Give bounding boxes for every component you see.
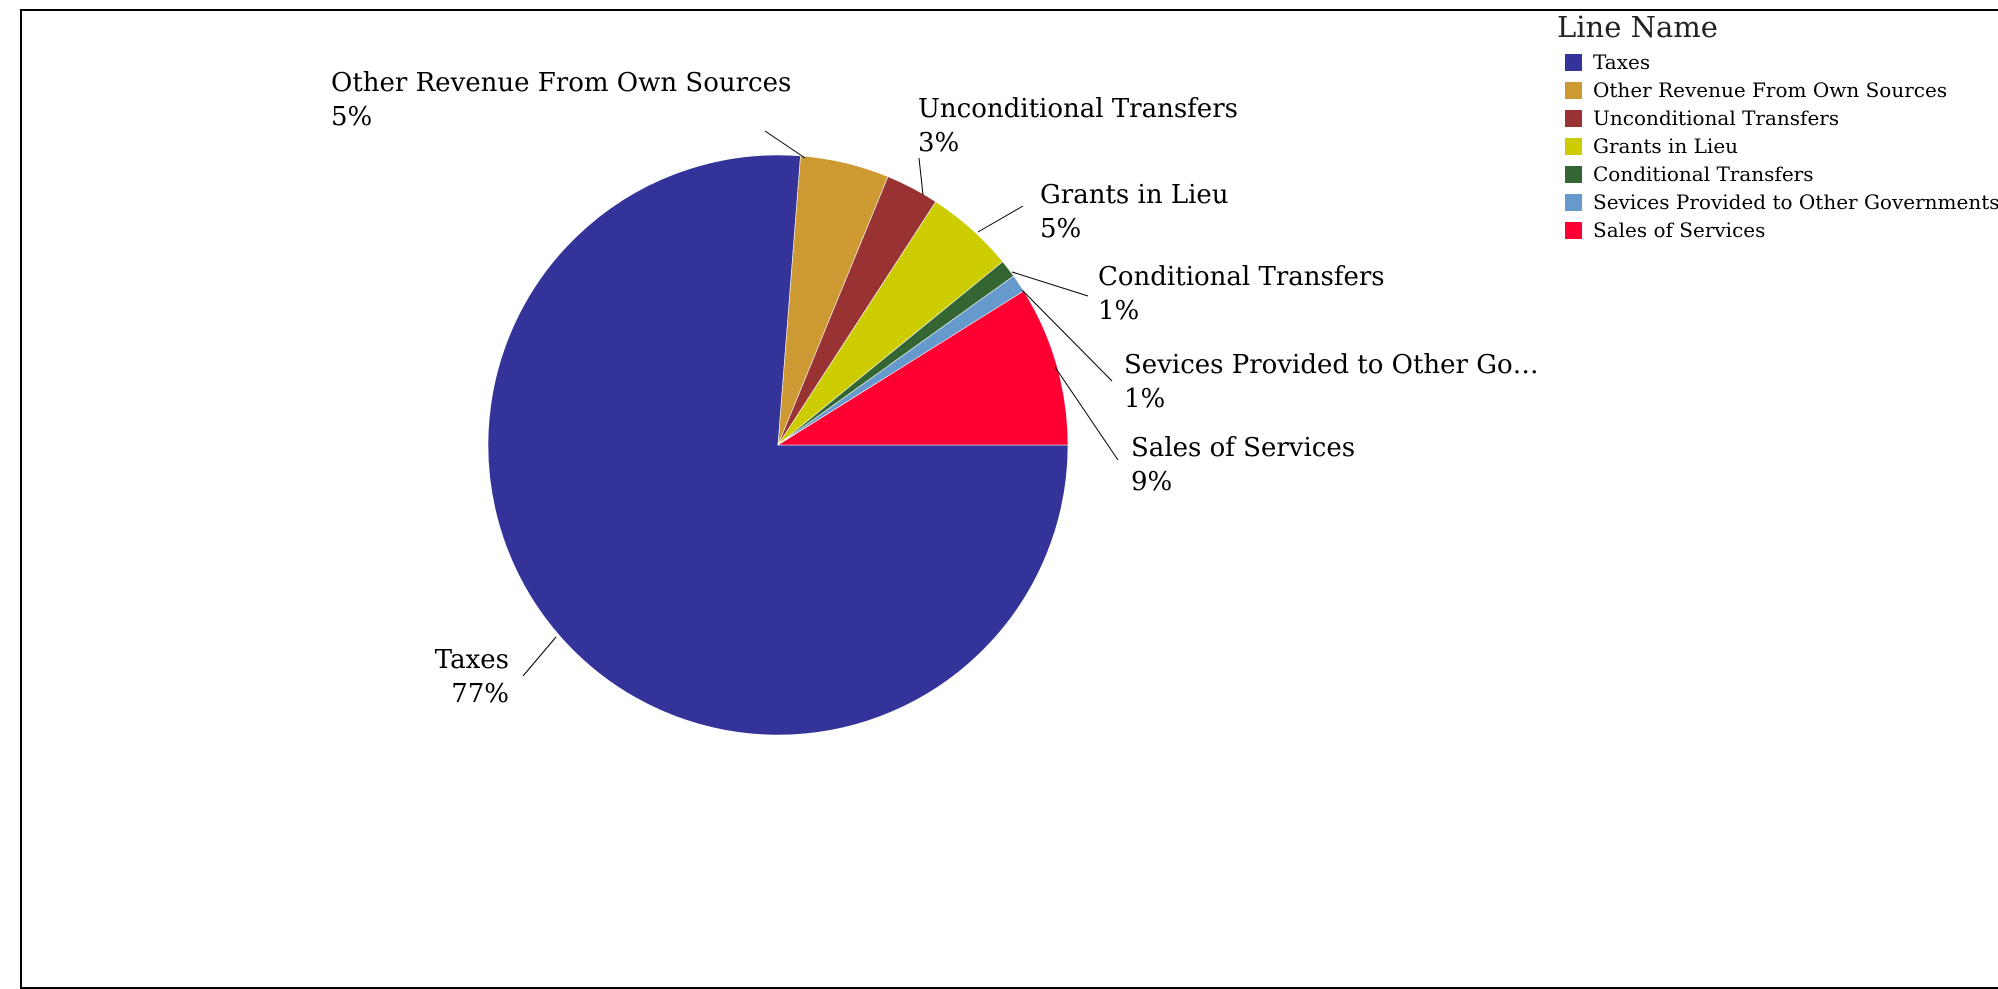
- slice-percent-label: 9%: [1131, 467, 1172, 497]
- slice-label: Grants in Lieu: [1040, 180, 1229, 210]
- slice-percent-label: 1%: [1098, 296, 1139, 326]
- legend-label: Sevices Provided to Other Governments: [1593, 190, 1998, 214]
- legend-swatch: [1565, 109, 1582, 127]
- legend-item[interactable]: Conditional Transfers: [1557, 160, 1998, 188]
- leader-line: [918, 157, 924, 196]
- legend-label: Other Revenue From Own Sources: [1593, 78, 1948, 102]
- leader-line: [1011, 271, 1089, 297]
- leader-line: [764, 130, 806, 159]
- legend-swatch: [1565, 165, 1582, 183]
- slice-label: Conditional Transfers: [1098, 262, 1385, 292]
- legend-swatch: [1565, 221, 1582, 239]
- legend-item[interactable]: Grants in Lieu: [1557, 132, 1998, 160]
- slice-percent-label: 77%: [451, 679, 509, 709]
- slice-label: Other Revenue From Own Sources: [331, 68, 791, 98]
- legend-swatch: [1565, 137, 1582, 155]
- legend-label: Grants in Lieu: [1593, 134, 1739, 158]
- leader-line: [1021, 289, 1113, 382]
- legend-item[interactable]: Taxes: [1557, 48, 1998, 76]
- pie-slice-sales-of-services[interactable]: [776, 290, 1069, 446]
- legend-swatch: [1565, 53, 1582, 71]
- legend-item[interactable]: Sevices Provided to Other Governments: [1557, 188, 1998, 216]
- pie-chart: Taxes 77% Other Revenue From Own Sources 5%…: [331, 68, 1539, 736]
- leader-line: [977, 205, 1024, 233]
- slice-label: Sales of Services: [1131, 433, 1355, 463]
- legend-item[interactable]: Unconditional Transfers: [1557, 104, 1998, 132]
- slice-percent-label: 5%: [331, 102, 372, 132]
- legend-title: Line Name: [1557, 10, 1718, 44]
- legend-label: Conditional Transfers: [1593, 162, 1814, 186]
- legend-swatch: [1565, 193, 1582, 211]
- leader-line: [522, 636, 557, 677]
- legend-items: Taxes Other Revenue From Own Sources Uncon…: [1557, 48, 1998, 244]
- legend-label: Unconditional Transfers: [1593, 106, 1840, 130]
- leader-line: [1054, 366, 1119, 461]
- slice-label: Unconditional Transfers: [918, 94, 1238, 124]
- legend-item[interactable]: Other Revenue From Own Sources: [1557, 76, 1998, 104]
- slice-label: Sevices Provided to Other Go…: [1124, 350, 1539, 380]
- slice-label: Taxes: [435, 645, 509, 675]
- legend-label: Taxes: [1593, 50, 1651, 74]
- legend: Line Name Taxes Other Revenue From Own So…: [1557, 10, 1998, 244]
- slice-percent-label: 5%: [1040, 214, 1081, 244]
- legend-item[interactable]: Sales of Services: [1557, 216, 1998, 244]
- slice-percent-label: 3%: [918, 128, 959, 158]
- legend-label: Sales of Services: [1593, 218, 1766, 242]
- slice-percent-label: 1%: [1124, 384, 1165, 414]
- legend-swatch: [1565, 81, 1582, 99]
